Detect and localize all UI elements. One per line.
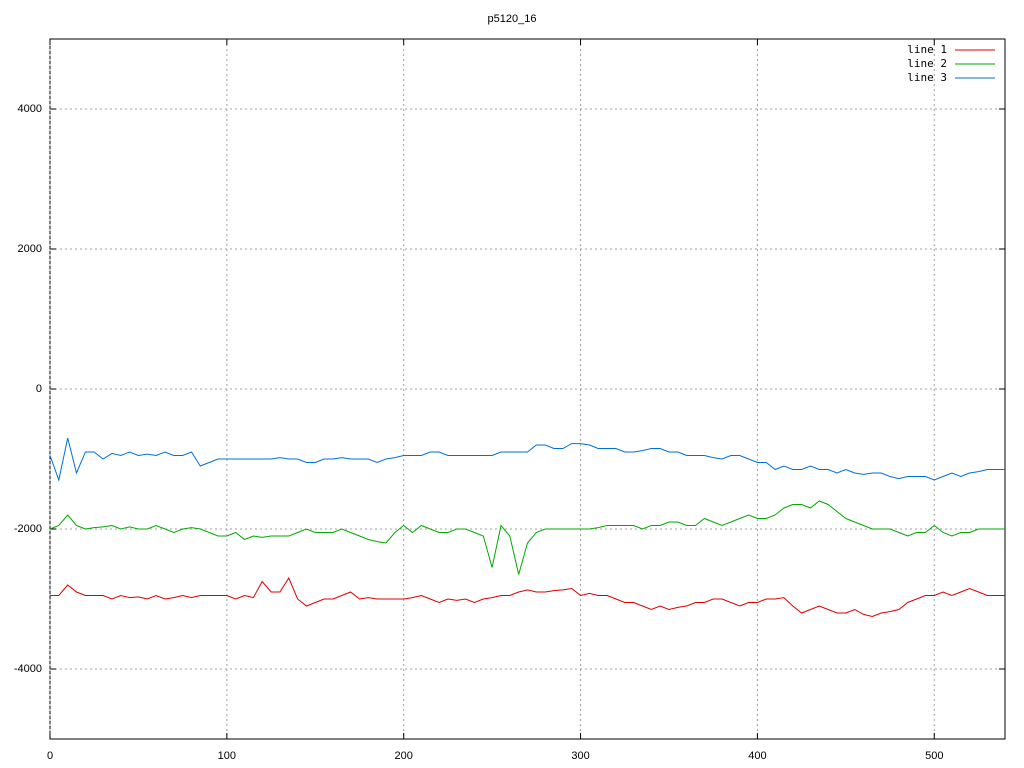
legend-label: line 2 — [907, 57, 947, 70]
series-line — [49, 500, 1005, 575]
x-tick-label: 300 — [571, 750, 589, 762]
chart-title: p5120_16 — [488, 13, 537, 25]
x-tick-label: 500 — [925, 750, 943, 762]
series-line — [49, 437, 1005, 482]
x-tick-label: 100 — [218, 750, 236, 762]
y-tick-label: -2000 — [14, 523, 42, 535]
y-tick-label: 0 — [36, 383, 42, 395]
x-tick-label: 200 — [395, 750, 413, 762]
y-tick-label: 4000 — [18, 103, 42, 115]
x-tick-label: 400 — [748, 750, 766, 762]
series-line — [50, 576, 1005, 618]
legend-label: line 1 — [907, 43, 947, 56]
y-tick-label: 2000 — [18, 243, 42, 255]
x-tick-label: 0 — [47, 750, 53, 762]
y-tick-label: -4000 — [14, 663, 42, 675]
legend-label: line 3 — [907, 71, 947, 84]
